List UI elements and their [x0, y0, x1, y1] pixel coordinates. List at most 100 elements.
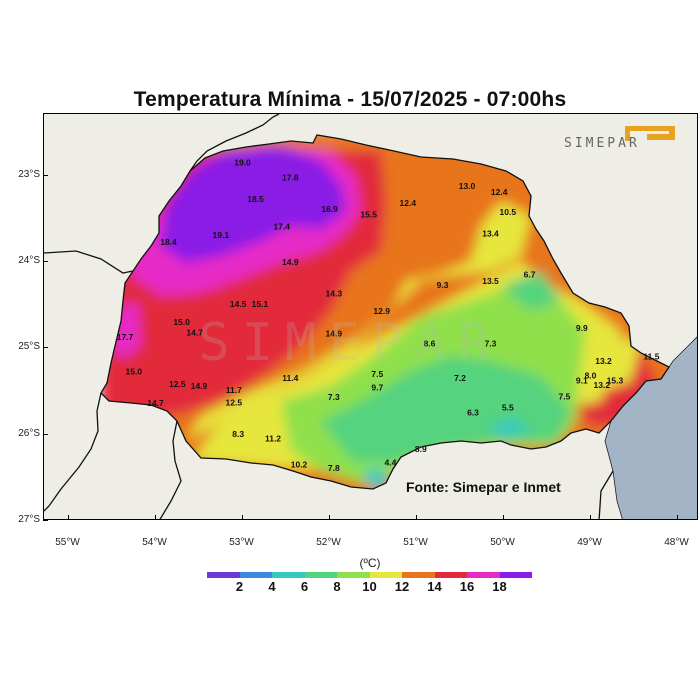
- station-value: 14.9: [191, 381, 208, 391]
- latitude-tick: [43, 433, 48, 435]
- colorbar-segment: [207, 572, 240, 578]
- station-value: 7.5: [558, 391, 570, 401]
- longitude-label: 55°W: [55, 537, 80, 548]
- temperature-zone: [486, 419, 531, 439]
- station-value: 17.8: [282, 172, 299, 182]
- colorbar-label: 6: [300, 579, 309, 594]
- map-frame: 19.0 17.8 18.5 16.9 18.4 19.1 17.4 15.5 12.4 13.0…: [43, 113, 698, 520]
- longitude-label: 54°W: [142, 537, 167, 548]
- temperature-zone: [501, 271, 561, 311]
- longitude-tick: [676, 515, 678, 520]
- simepar-watermark: SIMEPAR: [198, 313, 501, 373]
- colorbar-label: 8: [333, 579, 341, 594]
- longitude-label: 50°W: [490, 537, 515, 548]
- station-value: 9.3: [437, 280, 449, 290]
- station-value: 10.5: [500, 207, 517, 217]
- station-value: 11.5: [643, 352, 659, 362]
- latitude-label: 26°S: [18, 427, 40, 439]
- station-value: 14.7: [147, 398, 164, 408]
- station-value: 9.1: [576, 376, 588, 386]
- station-value: 9.9: [576, 323, 588, 333]
- colorbar-label: 16: [459, 579, 475, 594]
- station-value: 8.6: [424, 339, 436, 349]
- station-value: 7.3: [485, 339, 497, 349]
- station-value: 8.9: [415, 444, 427, 454]
- temperature-map: 19.0 17.8 18.5 16.9 18.4 19.1 17.4 15.5 12.4 13.0…: [44, 114, 697, 519]
- station-value: 6.7: [524, 270, 536, 280]
- longitude-tick: [415, 515, 417, 520]
- station-value: 13.0: [459, 181, 476, 191]
- station-value: 6.3: [467, 408, 479, 418]
- map-title: Temperatura Mínima - 15/07/2025 - 07:00h…: [133, 88, 567, 111]
- longitude-label: 49°W: [577, 537, 602, 548]
- longitude-label: 53°W: [229, 537, 254, 548]
- station-value: 17.7: [117, 332, 134, 342]
- station-value: 13.2: [595, 356, 612, 366]
- colorbar-segment: [337, 572, 370, 578]
- station-value: 15.0: [173, 317, 190, 327]
- station-value: 7.8: [328, 463, 340, 473]
- colorbar-segment: [369, 572, 402, 578]
- station-value: 7.3: [328, 392, 340, 402]
- temperature-zone: [161, 146, 346, 263]
- station-value: 18.4: [160, 237, 177, 247]
- station-value: 13.5: [482, 276, 499, 286]
- station-value: 11.4: [282, 373, 298, 383]
- colorbar-label: 18: [492, 579, 507, 594]
- station-value: 17.4: [273, 221, 290, 231]
- station-value: 14.7: [186, 328, 203, 338]
- station-value: 15.0: [126, 366, 143, 376]
- colorbar-segment: [304, 572, 337, 578]
- longitude-label: 51°W: [403, 537, 428, 548]
- station-value: 12.4: [400, 198, 417, 208]
- latitude-label: 25°S: [18, 341, 40, 353]
- station-value: 14.5: [230, 299, 247, 309]
- station-value: 12.4: [491, 187, 508, 197]
- station-value: 9.7: [371, 383, 383, 393]
- station-value: 15.5: [360, 209, 377, 219]
- border-line: [159, 420, 182, 519]
- station-value: 12.5: [226, 397, 243, 407]
- border-line: [44, 392, 102, 512]
- station-value: 15.3: [607, 376, 624, 386]
- colorbar-label: 10: [362, 579, 377, 594]
- colorbar: [207, 572, 532, 578]
- latitude-tick: [43, 519, 48, 521]
- station-value: 11.7: [226, 385, 242, 395]
- station-value: 4.4: [384, 458, 396, 468]
- longitude-tick: [589, 515, 591, 520]
- station-value: 7.2: [454, 373, 466, 383]
- longitude-tick: [241, 515, 243, 520]
- station-value: 19.0: [234, 158, 251, 168]
- colorbar-segment: [402, 572, 435, 578]
- border-line: [598, 470, 614, 519]
- latitude-label: 27°S: [18, 513, 40, 525]
- logo-text: SIMEPAR: [564, 136, 640, 151]
- colorbar-label: 14: [427, 579, 442, 594]
- longitude-tick: [328, 515, 330, 520]
- longitude-label: 48°W: [664, 537, 689, 548]
- station-values: 19.0 17.8 18.5 16.9 18.4 19.1 17.4 15.5 12.4 13.0…: [117, 158, 660, 473]
- border-line: [44, 250, 134, 274]
- station-value: 8.0: [585, 371, 597, 381]
- longitude-tick: [502, 515, 504, 520]
- station-value: 12.9: [373, 306, 390, 316]
- colorbar-label: 2: [235, 579, 244, 594]
- latitude-label: 23°S: [18, 169, 40, 180]
- station-value: 7.5: [371, 369, 383, 379]
- source-credit: Fonte: Simepar e Inmet: [406, 479, 561, 495]
- colorbar-segment: [239, 572, 272, 578]
- colorbar-segment: [434, 572, 467, 578]
- latitude-tick: [43, 175, 48, 176]
- latitude-tick: [43, 261, 48, 263]
- colorbar-segment: [467, 572, 500, 578]
- station-value: 8.3: [232, 429, 244, 439]
- colorbar-segment: [499, 572, 532, 578]
- station-value: 15.1: [252, 299, 269, 309]
- station-value: 14.9: [326, 328, 343, 338]
- longitude-tick: [67, 515, 69, 520]
- latitude-tick: [43, 347, 48, 349]
- svg-text:SIMEPAR: SIMEPAR: [198, 313, 501, 373]
- simepar-logo: [625, 126, 675, 141]
- longitude-tick: [154, 515, 156, 520]
